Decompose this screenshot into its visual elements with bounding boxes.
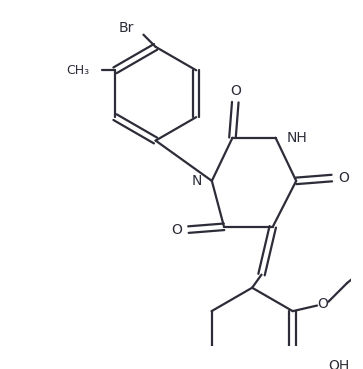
- Text: O: O: [339, 171, 350, 185]
- Text: N: N: [192, 174, 203, 188]
- Text: Br: Br: [119, 21, 134, 35]
- Text: O: O: [230, 84, 241, 98]
- Text: OH: OH: [329, 359, 350, 369]
- Text: O: O: [171, 223, 182, 237]
- Text: O: O: [317, 297, 328, 311]
- Text: CH₃: CH₃: [66, 64, 90, 77]
- Text: NH: NH: [287, 131, 307, 145]
